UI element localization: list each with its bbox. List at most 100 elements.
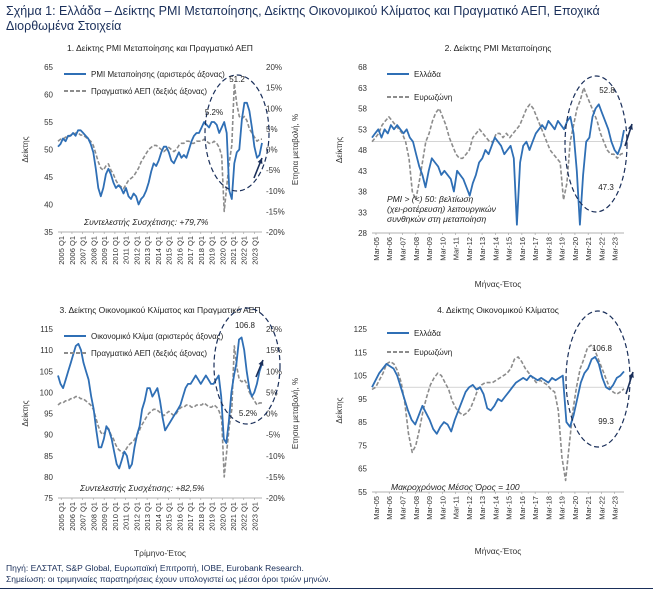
y-tick-label: 48 — [358, 146, 367, 155]
data-annotation: 106.8 — [235, 321, 256, 330]
legend-label: Πραγματικό ΑΕΠ (δεξιός άξονας) — [91, 87, 207, 96]
series-line-gray — [371, 86, 625, 201]
highlight-ellipse — [213, 307, 281, 425]
x-axis-label: Τρίμηνο-Έτος — [134, 548, 186, 558]
y-tick-label: 95 — [44, 410, 53, 419]
x-tick-label: 2008 Q1 — [89, 236, 98, 265]
legend-label: Πραγματικό ΑΕΠ (δεξιός άξονας) — [91, 349, 207, 358]
y-tick-label: 35 — [44, 228, 53, 237]
y-axis-label: Δείκτης — [21, 136, 30, 162]
x-tick-label: Mar-06 — [385, 237, 394, 261]
y2-tick-label: -10% — [266, 452, 285, 461]
x-tick-label: 2014 Q1 — [154, 502, 163, 531]
x-tick-label: 2021 Q1 — [229, 502, 238, 531]
data-annotation: 99.3 — [598, 417, 614, 426]
chart-title: 4. Δείκτης Οικονομικού Κλίματος — [437, 305, 559, 315]
x-tick-label: 2020 Q1 — [218, 502, 227, 531]
y2-tick-label: 15% — [266, 84, 282, 93]
y-tick-label: 40 — [44, 201, 53, 210]
x-tick-label: Mar-16 — [518, 496, 527, 520]
chart-note: PMI > (<) 50: βελτίωση (χει-ροτέρευση) λε… — [387, 194, 497, 224]
y2-tick-label: -20% — [266, 228, 285, 237]
x-tick-label: 2010 Q1 — [111, 236, 120, 265]
y-axis-label: Δείκτης — [335, 397, 344, 423]
y2-tick-label: 20% — [266, 325, 282, 334]
figure-footer: Πηγή: ΕΛΣΤΑΤ, S&P Global, Ευρωπαϊκή Επιτ… — [6, 563, 331, 585]
x-tick-label: 2006 Q1 — [68, 236, 77, 265]
chart-panel-3: 3. Δείκτης Οικονομικού Κλίματος και Πραγ… — [0, 302, 326, 560]
x-tick-label: 2009 Q1 — [100, 502, 109, 531]
legend-label: Ευρωζώνη — [414, 93, 452, 102]
y2-tick-label: 10% — [266, 367, 282, 376]
x-tick-label: 2013 Q1 — [143, 502, 152, 531]
x-tick-label: 2015 Q1 — [165, 236, 174, 265]
x-tick-label: 2006 Q1 — [68, 502, 77, 531]
x-tick-label: 2019 Q1 — [208, 236, 217, 265]
x-tick-label: 2017 Q1 — [186, 236, 195, 265]
x-tick-label: 2011 Q1 — [122, 236, 131, 264]
x-tick-label: Mar-13 — [478, 237, 487, 261]
x-tick-label: Mar-18 — [544, 496, 553, 520]
y-tick-label: 28 — [358, 229, 367, 238]
x-tick-label: 2008 Q1 — [89, 502, 98, 531]
y-tick-label: 125 — [354, 325, 368, 334]
x-tick-label: 2005 Q1 — [57, 236, 66, 265]
x-tick-label: 2012 Q1 — [132, 502, 141, 531]
x-tick-label: Mar-08 — [412, 496, 421, 520]
bottom-rule — [0, 588, 653, 589]
x-tick-label: 2021 Q1 — [229, 236, 238, 265]
trend-arrow-head — [257, 158, 263, 164]
x-tick-label: Mar-09 — [425, 496, 434, 520]
x-tick-label: 2023 Q1 — [250, 502, 259, 531]
y2-axis-label: Ετησια μεταβολή, % — [291, 114, 300, 185]
x-tick-label: 2020 Q1 — [218, 236, 227, 265]
x-tick-label: Mar-07 — [399, 237, 408, 261]
y2-tick-label: 0% — [266, 146, 278, 155]
x-tick-label: 2017 Q1 — [186, 502, 195, 531]
chart-title: 1. Δείκτης PMI Μεταποίησης και Πραγματικ… — [67, 43, 253, 53]
x-tick-label: Mar-18 — [544, 237, 553, 261]
trend-arrow-head — [627, 124, 633, 130]
y2-tick-label: -20% — [266, 494, 285, 503]
x-axis-label: Μήνας-Έτος — [475, 546, 522, 556]
y2-tick-label: 10% — [266, 104, 282, 113]
chart-note: Συντελεστής Συσχέτισης: +79,7% — [83, 217, 209, 227]
x-tick-label: Mar-08 — [412, 237, 421, 261]
y-tick-label: 105 — [40, 367, 54, 376]
chart-panel-2: 2. Δείκτης PMI Μεταποίησης 28 33 38 43 48 53 58… — [327, 40, 653, 302]
series-line-gray — [371, 344, 625, 482]
chart-note: Μακροχρόνιος Μέσος Όρος = 100 — [391, 482, 520, 492]
x-tick-label: 2019 Q1 — [208, 502, 217, 531]
chart-title: 3. Δείκτης Οικονομικού Κλίματος και Πραγ… — [60, 305, 261, 315]
trend-arrow-head — [258, 360, 264, 366]
x-tick-label: 2009 Q1 — [100, 236, 109, 265]
x-tick-label: 2022 Q1 — [240, 236, 249, 265]
y-tick-label: 115 — [354, 348, 367, 357]
y-tick-label: 65 — [358, 465, 367, 474]
chart-note-line: συνθηκών στη μεταποίηση — [387, 214, 486, 224]
y-tick-label: 80 — [44, 473, 53, 482]
y-tick-label: 60 — [44, 91, 53, 100]
y2-axis-label: Ετησια μεταβολή, % — [291, 378, 300, 449]
legend-label: Ελλάδα — [414, 70, 441, 79]
data-annotation: 106.8 — [592, 344, 613, 353]
highlight-ellipse — [565, 310, 631, 448]
x-tick-label: 2012 Q1 — [132, 236, 141, 265]
y-tick-label: 85 — [358, 418, 367, 427]
y-axis-label: Δείκτης — [21, 400, 30, 426]
x-tick-label: 2018 Q1 — [197, 236, 206, 265]
x-tick-label: Mar-15 — [505, 237, 514, 261]
x-tick-label: Mar-21 — [584, 496, 593, 520]
data-annotation: 52.8 — [599, 86, 615, 95]
y2-tick-label: -10% — [266, 187, 285, 196]
y-tick-label: 50 — [44, 146, 53, 155]
highlight-ellipse — [204, 74, 270, 192]
data-annotation: 5.2% — [239, 409, 257, 418]
series-line-blue — [57, 336, 263, 470]
trend-arrow-head — [628, 372, 634, 378]
chart-note-line: (χει-ροτέρευση) λειτουργικών — [387, 204, 497, 214]
x-tick-label: Mar-17 — [531, 237, 540, 261]
x-tick-label: Mar-20 — [571, 496, 580, 520]
x-tick-label: 2014 Q1 — [154, 236, 163, 265]
x-tick-label: 2022 Q1 — [240, 502, 249, 531]
